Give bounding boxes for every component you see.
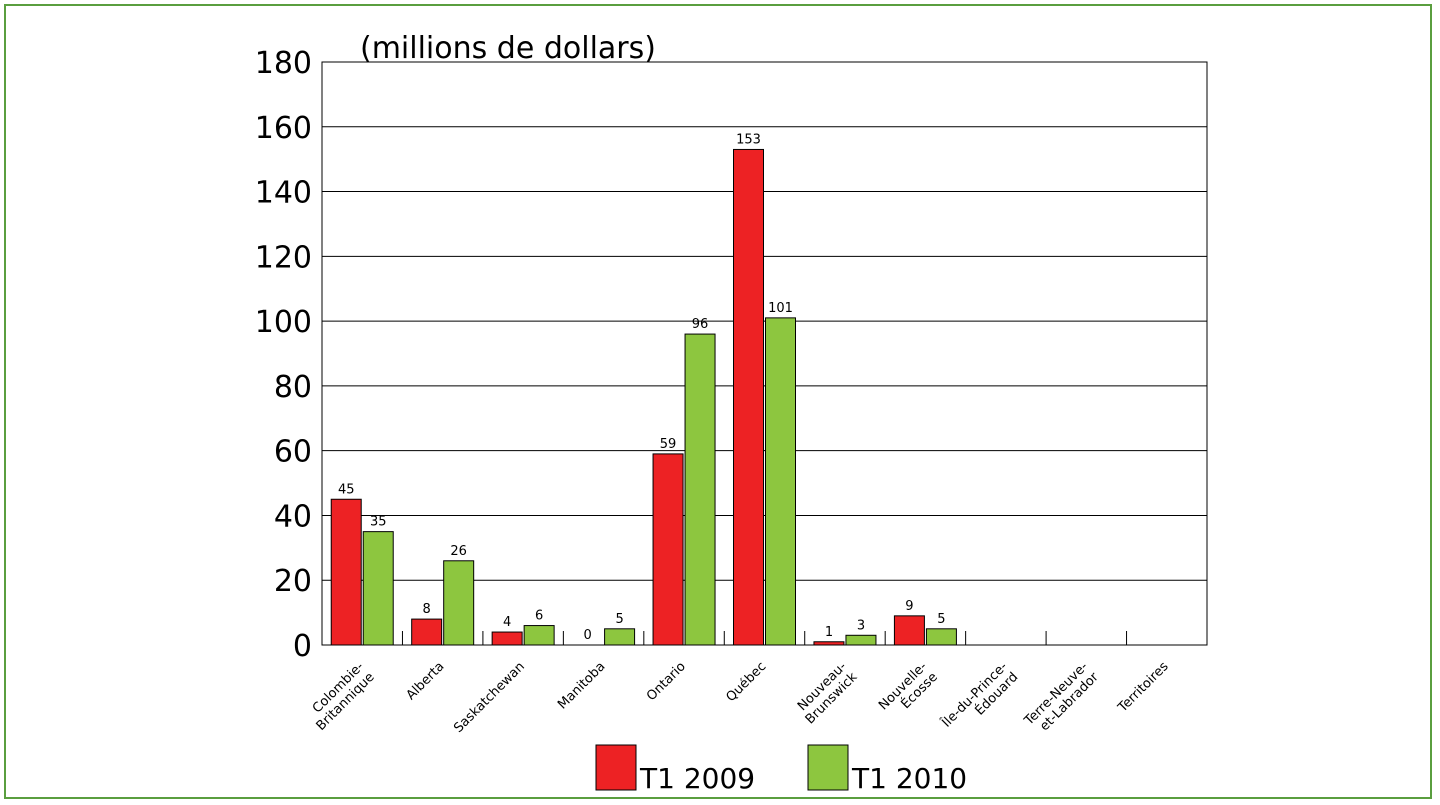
x-tick-label: Île-du-Prince-Édouard (938, 658, 1022, 742)
y-tick-label: 0 (293, 629, 312, 664)
chart-title: (millions de dollars) (360, 31, 656, 66)
y-tick-label: 100 (255, 305, 312, 340)
data-label: 4 (503, 615, 511, 630)
x-tick-label: Alberta (404, 659, 448, 703)
y-tick-label: 160 (255, 111, 312, 146)
data-label: 3 (857, 618, 865, 633)
bar (925, 628, 957, 646)
y-tick-label: 80 (274, 370, 312, 405)
bar (684, 333, 716, 646)
data-label: 26 (450, 544, 467, 559)
y-tick-label: 120 (255, 240, 312, 275)
bar (362, 531, 394, 646)
data-label: 59 (660, 437, 677, 452)
y-tick-label: 40 (274, 499, 312, 534)
data-label: 6 (535, 609, 543, 624)
data-label: 101 (768, 301, 793, 316)
y-tick-label: 140 (255, 176, 312, 211)
bar (845, 634, 877, 646)
data-label: 9 (905, 599, 913, 614)
x-tick-label: Colombie-Britannique (303, 659, 378, 734)
bar (523, 625, 555, 646)
y-tick-label: 180 (255, 46, 312, 81)
data-label: 96 (692, 317, 709, 332)
frame (4, 4, 1432, 799)
bar (765, 317, 796, 646)
data-label: 8 (423, 602, 431, 617)
legend-swatch (807, 744, 849, 791)
bar (604, 628, 636, 646)
bar (411, 618, 443, 646)
bar (443, 560, 475, 646)
data-label: 45 (338, 482, 355, 497)
bar (733, 148, 764, 646)
x-tick-label: Nouvelle-Écosse (876, 659, 941, 724)
x-tick-label: Ontario (644, 659, 689, 704)
data-label: 153 (736, 132, 761, 147)
y-tick-label: 20 (274, 564, 312, 599)
x-tick-label: Saskatchewan (451, 659, 528, 736)
data-label: 5 (937, 612, 945, 627)
bar (491, 631, 523, 646)
x-tick-label: Nouveau-Brunswick (792, 659, 860, 727)
data-label: 1 (825, 625, 833, 640)
data-label: 5 (615, 612, 623, 627)
x-tick-label: Territoires (1115, 659, 1172, 716)
legend-label: T1 2009 (639, 762, 755, 795)
bar (813, 641, 845, 646)
data-label: 35 (370, 515, 387, 530)
bar (330, 498, 362, 646)
legend-label: T1 2010 (851, 762, 967, 795)
legend-swatch (595, 744, 637, 791)
data-label: 0 (583, 628, 591, 643)
x-tick-label: Terre-Neuve-et-Labrador (1021, 659, 1102, 740)
x-tick-label: Québec (723, 659, 769, 705)
plot-border (321, 61, 1208, 646)
x-tick-label: Manitoba (555, 659, 608, 712)
y-tick-label: 60 (274, 435, 312, 470)
bar (893, 615, 925, 646)
bar (652, 453, 684, 646)
